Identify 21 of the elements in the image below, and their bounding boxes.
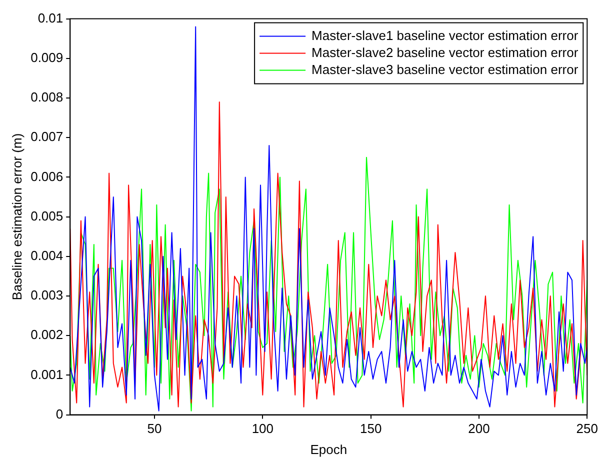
x-tick-label: 200 bbox=[468, 421, 490, 436]
x-axis-title: Epoch bbox=[310, 442, 348, 457]
y-tick-label: 0.003 bbox=[30, 288, 64, 303]
y-tick-label: 0.007 bbox=[30, 129, 64, 144]
y-axis-title: Baseline estimation error (m) bbox=[9, 133, 24, 300]
y-tick-label: 0.008 bbox=[30, 90, 64, 105]
y-tick-label: 0.005 bbox=[30, 208, 64, 224]
legend-label: Master-slave1 baseline vector estimation error bbox=[312, 28, 579, 43]
x-tick-label: 250 bbox=[576, 421, 598, 436]
legend-label: Master-slave2 baseline vector estimation error bbox=[312, 44, 579, 60]
y-tick-label: 0.002 bbox=[30, 327, 64, 342]
legend-label: Master-slave3 baseline vector estimation error bbox=[312, 62, 579, 77]
x-tick-label: 100 bbox=[252, 421, 274, 436]
y-tick-label: 0.004 bbox=[30, 248, 64, 263]
y-tick-label: 0 bbox=[56, 406, 64, 422]
y-tick-label: 0.01 bbox=[38, 10, 64, 26]
x-tick-label: 50 bbox=[147, 421, 162, 436]
y-tick-label: 0.006 bbox=[30, 168, 64, 184]
x-tick-label: 150 bbox=[360, 421, 382, 436]
y-tick-label: 0.001 bbox=[30, 366, 64, 382]
y-tick-label: 0.009 bbox=[30, 50, 64, 65]
